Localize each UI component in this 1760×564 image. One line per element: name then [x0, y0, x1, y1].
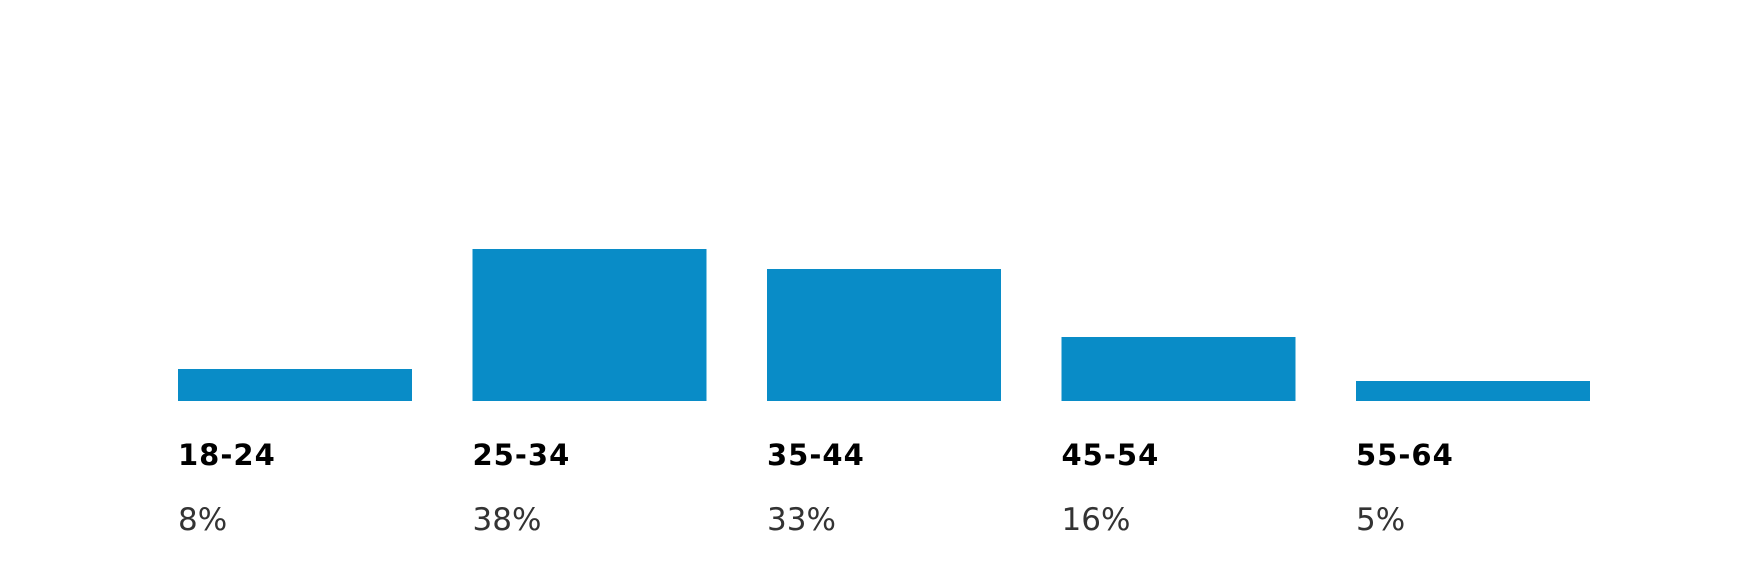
value-label: 5% [1356, 502, 1405, 538]
bar [1356, 381, 1590, 401]
category-label: 25-34 [473, 438, 571, 472]
value-label: 16% [1062, 502, 1131, 538]
category-label: 18-24 [178, 438, 276, 472]
bar [767, 269, 1001, 401]
bar [472, 249, 707, 401]
value-label: 38% [473, 502, 542, 538]
category-label: 55-64 [1356, 438, 1454, 472]
bar [1061, 337, 1296, 401]
value-label: 8% [178, 502, 227, 538]
category-label: 45-54 [1062, 438, 1160, 472]
value-label: 33% [767, 502, 836, 538]
category-label: 35-44 [767, 438, 865, 472]
bar [178, 369, 412, 401]
